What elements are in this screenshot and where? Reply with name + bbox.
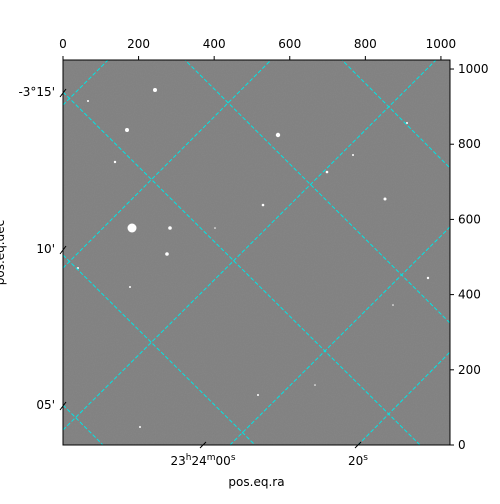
dec-tick [59, 245, 67, 255]
y-axis-label: pos.eq.dec [0, 220, 7, 285]
image-noise [63, 60, 450, 445]
right-tick-label: 400 [458, 288, 481, 302]
x-axis-label: pos.eq.ra [228, 475, 284, 489]
right-tick-label: 0 [458, 438, 466, 452]
top-tick-label: 200 [127, 37, 150, 51]
top-tick-label: 600 [278, 37, 301, 51]
ra-tick [354, 441, 362, 449]
dec-tick-label: 10' [36, 242, 55, 256]
right-tick-label: 1000 [458, 62, 489, 76]
right-tick-label: 200 [458, 363, 481, 377]
ra-tick-label: 20s [348, 453, 368, 468]
coordinate-grid [63, 60, 450, 445]
top-tick-label: 800 [354, 37, 377, 51]
right-tick-label: 600 [458, 212, 481, 226]
top-tick-label: 1000 [426, 37, 457, 51]
stars [77, 88, 430, 428]
image [63, 60, 450, 445]
dec-tick-label: 05' [36, 398, 55, 412]
dec-tick-label: -3°15' [18, 85, 55, 99]
ra-tick [199, 441, 207, 449]
ra-tick-label: 23h24m00s [170, 453, 235, 468]
top-tick-label: 0 [59, 37, 67, 51]
dec-tick [59, 88, 67, 98]
axes-frame [62, 59, 451, 446]
right-tick-label: 800 [458, 137, 481, 151]
dec-tick [59, 401, 67, 411]
top-tick-label: 400 [203, 37, 226, 51]
